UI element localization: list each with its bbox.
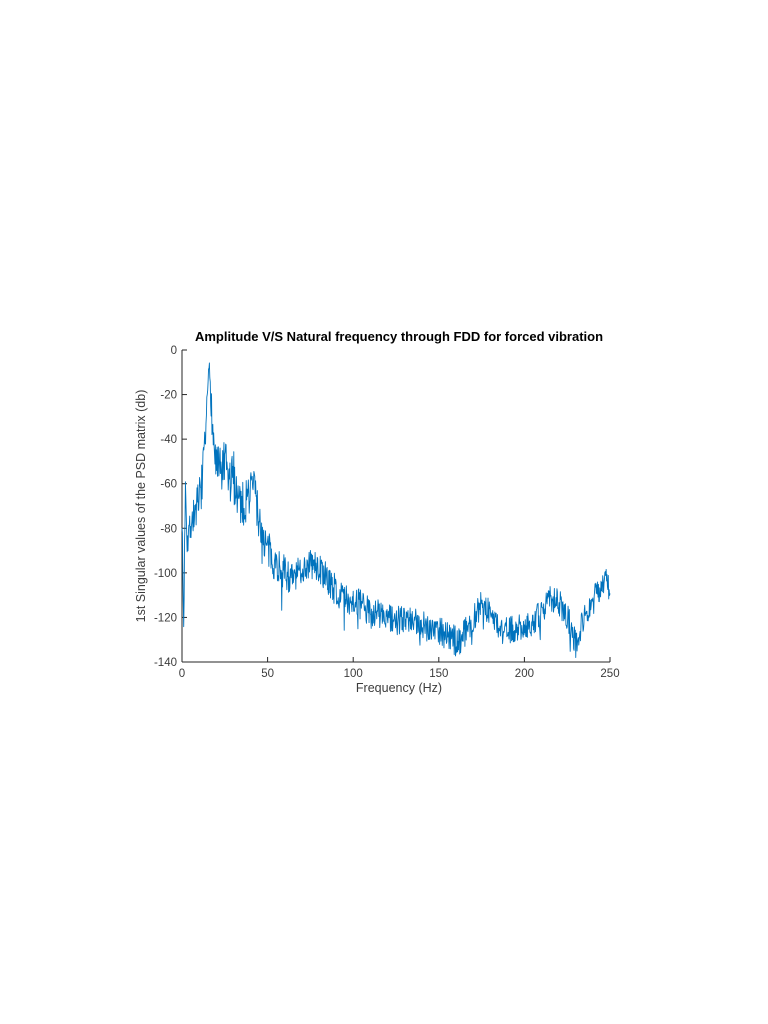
x-tick-label: 50 (261, 668, 274, 680)
y-tick-label: -40 (160, 434, 177, 446)
tick-labels: 0 50 100 150 200 250 0 -20 -40 -60 -80 -100 -120 -140 (154, 345, 620, 680)
x-tick-label: 0 (179, 668, 185, 680)
x-tick-label: 150 (429, 668, 448, 680)
y-tick-label: -140 (154, 657, 177, 669)
x-tick-label: 250 (600, 668, 619, 680)
plot-area: 0 50 100 150 200 250 0 -20 -40 -60 -80 -100 -120 -140 (154, 345, 620, 680)
axes (181, 350, 610, 663)
y-tick-label: -100 (154, 568, 177, 580)
chart-title: Amplitude V/S Natural frequency through … (194, 329, 604, 344)
y-tick-label: -120 (154, 612, 177, 624)
y-axis-label: 1st Singular values of the PSD matrix (d… (134, 389, 148, 623)
x-tick-label: 100 (344, 668, 363, 680)
x-tick-label: 200 (515, 668, 534, 680)
y-tick-label: -20 (160, 390, 177, 402)
y-tick-label: -80 (160, 523, 177, 535)
series-line (181, 362, 611, 658)
y-tick-label: -60 (160, 479, 177, 491)
tick-marks (181, 349, 611, 663)
x-axis-label: Frequency (Hz) (355, 681, 443, 695)
y-tick-label: 0 (171, 345, 177, 357)
